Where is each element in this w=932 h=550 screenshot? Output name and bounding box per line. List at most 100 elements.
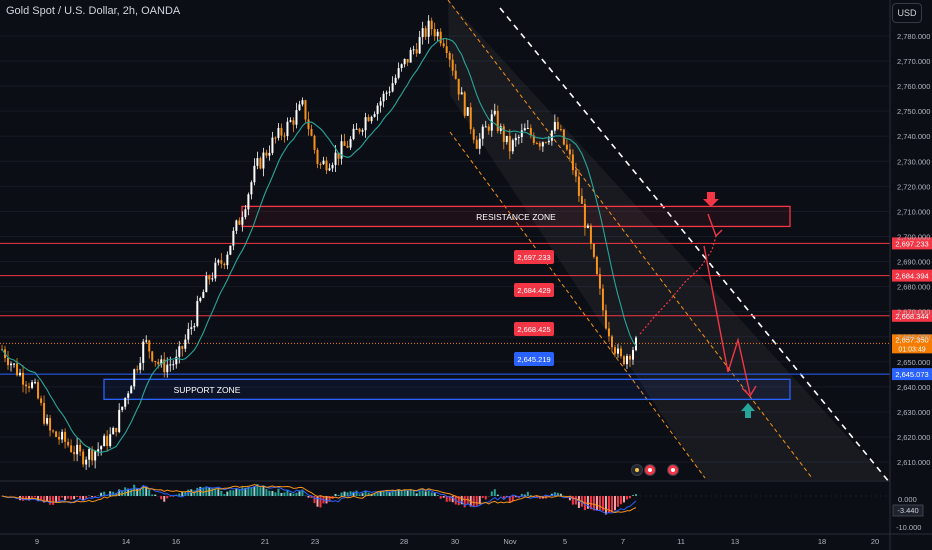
candle-body bbox=[571, 154, 574, 171]
currency-button[interactable]: USD bbox=[892, 3, 922, 23]
candle-body bbox=[184, 339, 187, 349]
candle-body bbox=[635, 337, 637, 351]
candle-body bbox=[280, 127, 283, 136]
candle-body bbox=[370, 116, 373, 122]
osc-bar bbox=[307, 496, 310, 498]
candle-body bbox=[505, 135, 508, 143]
osc-bar bbox=[313, 496, 316, 504]
candle-body bbox=[286, 121, 289, 136]
zones: RESISTANCE ZONE SUPPORT ZONE bbox=[103, 205, 791, 401]
osc-bar bbox=[514, 496, 517, 498]
candle-body bbox=[343, 141, 346, 146]
osc-bar bbox=[409, 490, 412, 496]
candle-body bbox=[319, 163, 322, 165]
candle-body bbox=[547, 140, 550, 143]
candle-body bbox=[403, 58, 406, 65]
osc-bar bbox=[61, 496, 64, 498]
osc-bar bbox=[88, 495, 91, 496]
level-label-box bbox=[514, 283, 554, 297]
candle-body bbox=[346, 145, 349, 148]
osc-bar bbox=[466, 496, 469, 505]
osc-bar bbox=[100, 492, 103, 496]
price-tick-label: 2,740.000 bbox=[897, 132, 930, 141]
osc-bar bbox=[40, 496, 43, 500]
projection-peak bbox=[707, 213, 723, 238]
osc-bar bbox=[259, 487, 262, 496]
candle-body bbox=[31, 382, 34, 388]
osc-bar bbox=[418, 491, 421, 496]
osc-bar bbox=[316, 496, 319, 507]
osc-bar bbox=[310, 496, 313, 498]
osc-bar bbox=[463, 496, 466, 508]
candle-body bbox=[400, 64, 403, 69]
candle-body bbox=[406, 58, 409, 63]
osc-bar bbox=[589, 496, 592, 510]
candle-body bbox=[112, 427, 115, 435]
osc-bar bbox=[169, 496, 172, 497]
candle-body bbox=[196, 301, 199, 327]
candle-body bbox=[517, 137, 520, 139]
time-axis[interactable]: 9 14 16 21 23 28 30 Nov 5 7 11 13 18 20 bbox=[0, 533, 932, 546]
ma-line bbox=[1, 37, 637, 453]
level-label-text: 2,645.219 bbox=[517, 355, 550, 364]
candle-body bbox=[97, 449, 100, 452]
osc-bar bbox=[124, 487, 127, 496]
osc-bar bbox=[76, 496, 79, 497]
osc-bar bbox=[475, 496, 478, 506]
price-tick-label: 2,640.000 bbox=[897, 383, 930, 392]
candle-body bbox=[466, 107, 469, 116]
candle-body bbox=[118, 409, 121, 433]
candle-body bbox=[73, 451, 76, 455]
candle-body bbox=[292, 120, 295, 125]
time-tick-label: 5 bbox=[563, 537, 567, 546]
osc-bar bbox=[373, 493, 376, 496]
osc-tick: 0.000 bbox=[898, 495, 917, 504]
osc-bar bbox=[67, 496, 70, 499]
candle-body bbox=[181, 346, 184, 349]
price-tick-label: 2,660.000 bbox=[897, 333, 930, 342]
osc-bar bbox=[232, 490, 235, 496]
osc-bar bbox=[268, 490, 271, 496]
candle-body bbox=[145, 340, 148, 342]
osc-bar bbox=[538, 496, 541, 499]
event-icons[interactable] bbox=[631, 464, 679, 476]
candle-body bbox=[310, 129, 313, 136]
candle-body bbox=[553, 122, 556, 131]
osc-bar bbox=[154, 494, 157, 496]
zone-box bbox=[103, 378, 791, 401]
osc-bar bbox=[493, 489, 496, 496]
candle-body bbox=[16, 363, 19, 376]
osc-bar bbox=[415, 493, 418, 496]
candle-body bbox=[448, 52, 451, 60]
candle-body bbox=[376, 105, 379, 115]
osc-bar bbox=[391, 490, 394, 496]
candle-body bbox=[229, 245, 232, 255]
zone-label: SUPPORT ZONE bbox=[174, 385, 241, 395]
osc-bar bbox=[622, 496, 625, 503]
candle-body bbox=[271, 137, 274, 153]
level-price-tag bbox=[892, 309, 932, 322]
osc-bar bbox=[433, 492, 436, 496]
level-price-tag bbox=[892, 269, 932, 282]
candle-body bbox=[136, 369, 139, 371]
candle-body bbox=[70, 445, 73, 452]
projection-down-path bbox=[703, 245, 751, 395]
candle-body bbox=[298, 104, 301, 111]
candle-body bbox=[28, 386, 31, 388]
candle-body bbox=[241, 217, 244, 225]
osc-bar bbox=[223, 494, 226, 496]
level-label-box bbox=[514, 322, 554, 336]
horizontal-levels: 2,697.233 2,684.394 2,668.344 2,645.073 2,65… bbox=[0, 237, 932, 381]
osc-bar bbox=[166, 496, 169, 499]
osc-bar bbox=[55, 496, 58, 503]
osc-bar bbox=[241, 487, 244, 496]
candle-body bbox=[19, 372, 22, 376]
osc-bar bbox=[340, 492, 343, 496]
candle-body bbox=[301, 100, 304, 105]
candle-body bbox=[628, 355, 631, 360]
osc-bar bbox=[481, 496, 484, 498]
osc-bar bbox=[196, 487, 199, 496]
level-price-text: 2,697.233 bbox=[895, 239, 928, 248]
price-axis[interactable]: 2,610.000 2,620.000 2,630.000 2,640.000 2,65… bbox=[889, 0, 930, 550]
